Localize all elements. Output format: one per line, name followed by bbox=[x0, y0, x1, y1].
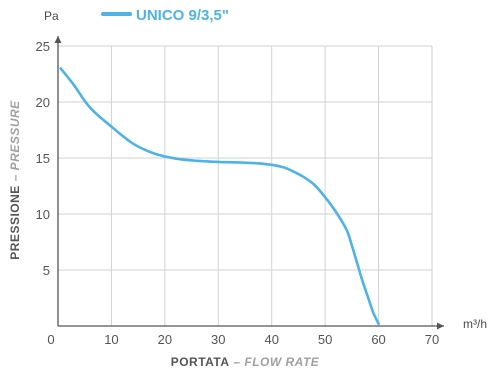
y-axis-title-sep: – bbox=[8, 170, 22, 185]
x-tick-label: 70 bbox=[425, 332, 439, 347]
y-axis-title: PRESSIONE – PRESSURE bbox=[8, 100, 22, 260]
y-tick-label: 10 bbox=[36, 207, 50, 222]
y-axis-arrow bbox=[54, 36, 62, 43]
x-tick-label: 40 bbox=[264, 332, 278, 347]
y-axis-title-alt: PRESSURE bbox=[8, 100, 22, 171]
series-line-0 bbox=[59, 67, 380, 326]
y-tick-label: 5 bbox=[43, 263, 50, 278]
y-tick-label: 20 bbox=[36, 95, 50, 110]
x-axis-title: PORTATA – FLOW RATE bbox=[171, 355, 320, 369]
y-tick-label: 15 bbox=[36, 151, 50, 166]
x-axis-arrow bbox=[437, 322, 444, 330]
legend: UNICO 9/3,5" bbox=[101, 7, 229, 24]
x-tick-label: 60 bbox=[371, 332, 385, 347]
legend-label: UNICO 9/3,5" bbox=[136, 7, 229, 24]
y-tick-label: 25 bbox=[36, 39, 50, 54]
x-tick-label: 50 bbox=[318, 332, 332, 347]
axes bbox=[54, 36, 444, 330]
x-axis-title-alt: FLOW RATE bbox=[244, 355, 319, 369]
x-tick-label: 20 bbox=[158, 332, 172, 347]
y-unit-label: Pa bbox=[44, 9, 59, 23]
grid bbox=[58, 45, 433, 326]
x-tick-label: 30 bbox=[211, 332, 225, 347]
x-axis-title-main: PORTATA bbox=[171, 355, 230, 369]
tick-labels: 0 10 20 30 40 50 60 70 5 10 15 20 25 bbox=[36, 39, 440, 347]
x-tick-label: 10 bbox=[104, 332, 118, 347]
x-axis-title-sep: – bbox=[230, 355, 245, 369]
series bbox=[59, 67, 380, 326]
y-axis-title-main: PRESSIONE bbox=[8, 185, 22, 260]
x-unit-label: m³/h bbox=[463, 317, 487, 331]
x-tick-label: 0 bbox=[47, 332, 54, 347]
